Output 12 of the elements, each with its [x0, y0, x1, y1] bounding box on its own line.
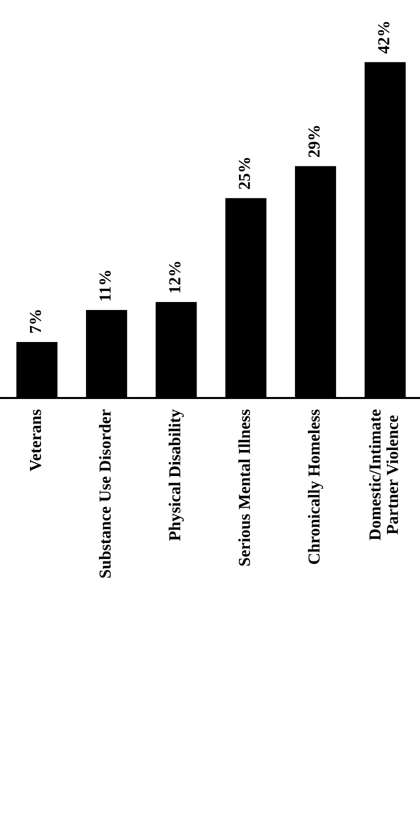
data-label: 12%	[169, 262, 180, 292]
x-tick-label: Chronically Homeless	[308, 410, 324, 564]
data-label: 29%	[308, 126, 320, 158]
data-label: 25%	[238, 158, 250, 190]
x-tick-label: Serious Mental Illness	[238, 410, 250, 566]
x-tick-label: Domestic/Intimate Partner Violence	[368, 410, 398, 540]
x-tick-label: Substance Use Disorder	[99, 409, 111, 578]
data-label: 11%	[99, 270, 111, 300]
x-tick-label: Veterans	[30, 410, 42, 472]
x-tick-label: Physical Disability	[168, 409, 184, 541]
data-label: 7%	[30, 310, 42, 333]
data-label: 42%	[378, 22, 390, 54]
